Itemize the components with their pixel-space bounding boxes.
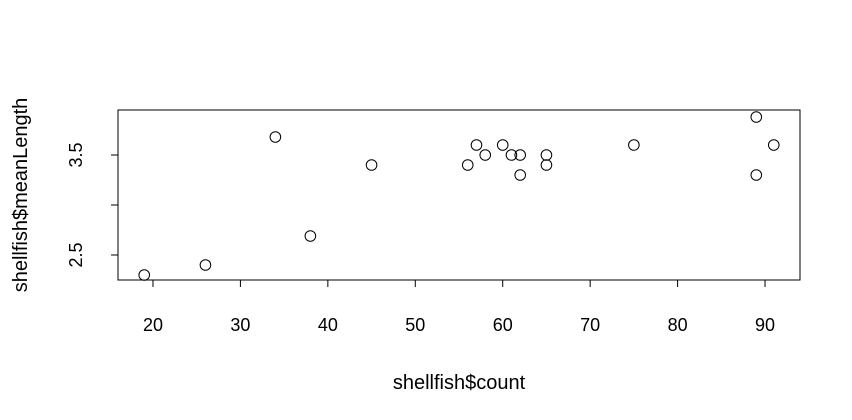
x-tick-label: 30 [230, 315, 250, 335]
x-axis-label: shellfish$count [393, 372, 526, 394]
x-tick-label: 20 [143, 315, 163, 335]
data-point [496, 139, 509, 151]
x-tick-label: 50 [405, 315, 425, 335]
x-tick-label: 80 [668, 315, 688, 335]
data-point [199, 259, 212, 271]
y-tick-label: 3.5 [66, 142, 86, 167]
data-point [138, 269, 151, 281]
y-tick-label: 2.5 [66, 242, 86, 267]
data-point [767, 139, 780, 151]
x-tick-label: 60 [493, 315, 513, 335]
data-point [540, 159, 553, 171]
x-tick-label: 70 [580, 315, 600, 335]
data-point [514, 169, 527, 181]
x-axis: 20 30 40 50 60 70 80 90 [143, 279, 775, 335]
data-points [138, 111, 780, 281]
data-point [628, 139, 640, 151]
data-point [750, 111, 763, 123]
data-point [269, 131, 282, 143]
y-axis: 2.5 3.5 [66, 142, 119, 268]
data-point [479, 149, 492, 161]
data-point [505, 149, 518, 161]
data-point [540, 149, 553, 161]
plot-box [117, 109, 801, 281]
data-point [365, 159, 378, 171]
x-tick-label: 90 [755, 315, 775, 335]
x-tick-label: 40 [318, 315, 338, 335]
data-point [750, 169, 763, 181]
data-point [470, 139, 483, 151]
data-point [461, 159, 474, 171]
data-point [514, 149, 527, 161]
data-point [304, 230, 317, 242]
y-axis-label: shellfish$meanLength [10, 98, 32, 293]
